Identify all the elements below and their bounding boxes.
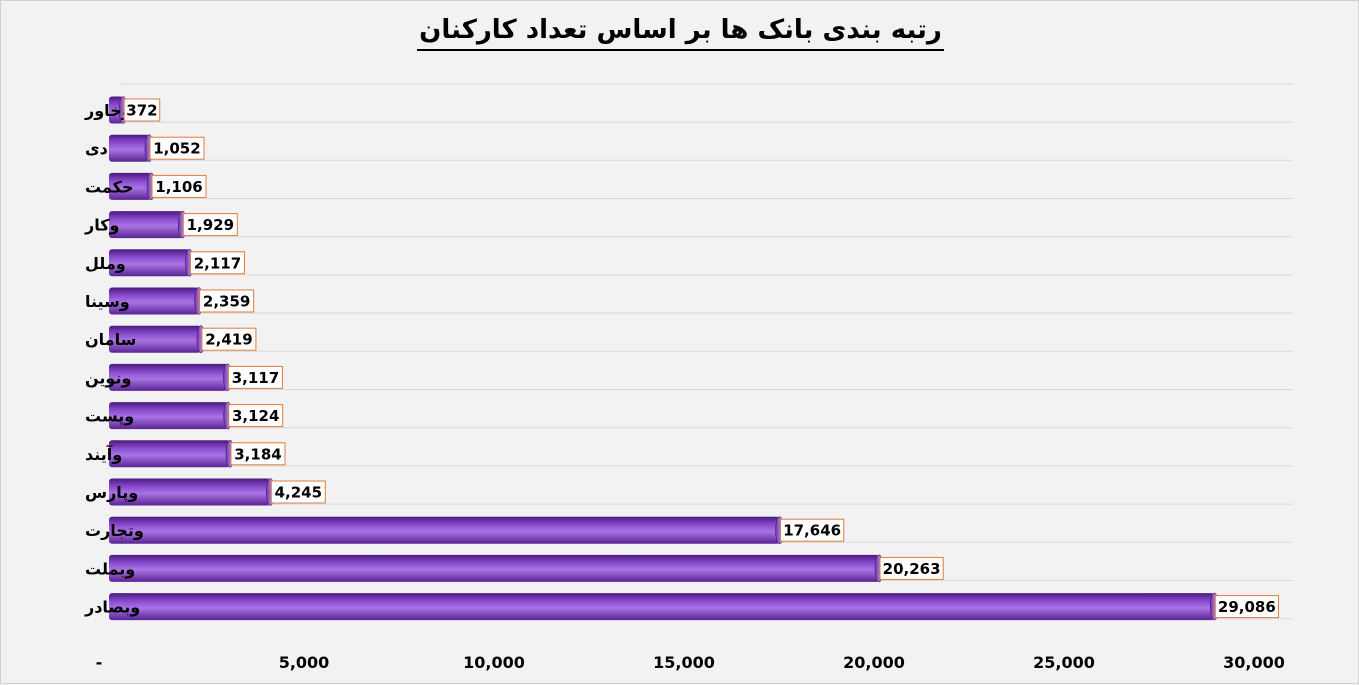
data-label: 3,117 — [232, 369, 279, 387]
x-tick-label: 30,000 — [1223, 653, 1285, 672]
category-label: وکار — [84, 216, 119, 235]
bar — [109, 593, 1215, 621]
data-label: 1,052 — [153, 140, 200, 158]
bar — [109, 249, 190, 277]
data-label-box — [123, 98, 161, 122]
data-label-box — [879, 556, 944, 580]
bar — [109, 516, 780, 544]
category-label: ونوین — [85, 368, 131, 387]
x-tick-label: 20,000 — [843, 653, 905, 672]
bar — [109, 402, 228, 430]
data-label: 372 — [126, 102, 157, 120]
category-label: وبصادر — [84, 598, 140, 617]
chart-title-text: رتبه بندی بانک ها بر اساس تعداد کارکنان — [417, 15, 944, 51]
data-label: 3,184 — [234, 445, 281, 463]
x-tick-label: 25,000 — [1033, 653, 1095, 672]
category-label: وپست — [85, 407, 134, 427]
category-label: دی — [85, 139, 108, 158]
x-tick-label: 15,000 — [653, 653, 715, 672]
bar — [109, 325, 201, 353]
x-tick-label: 5,000 — [279, 653, 330, 672]
data-label-box — [228, 404, 284, 428]
data-label: 4,245 — [275, 484, 322, 502]
category-label: وتجارت — [85, 521, 144, 540]
data-label-box — [149, 136, 205, 160]
data-label: 2,419 — [205, 331, 252, 349]
bar — [109, 172, 152, 200]
x-tick-label: - — [96, 653, 103, 672]
bar — [109, 554, 879, 582]
data-label: 1,106 — [155, 178, 202, 196]
bars — [109, 96, 1219, 621]
data-label-box — [189, 251, 245, 275]
data-label: 3,124 — [232, 407, 279, 425]
data-label-box — [199, 289, 255, 313]
data-label-box — [151, 174, 207, 198]
category-label: وملل — [85, 254, 126, 273]
chart-title: رتبه بندی بانک ها بر اساس تعداد کارکنان — [1, 15, 1359, 51]
data-label: 2,359 — [203, 293, 250, 311]
data-label-box — [270, 480, 326, 504]
data-label-box — [227, 365, 283, 389]
category-label: سامان — [85, 330, 136, 349]
data-label: 2,117 — [194, 254, 241, 272]
bar — [109, 440, 230, 468]
data-label: 1,929 — [187, 216, 234, 234]
bar — [109, 134, 149, 162]
category-label: وخاور — [84, 101, 132, 120]
bar — [109, 287, 199, 315]
x-tick-label: 10,000 — [463, 653, 525, 672]
bar — [109, 363, 228, 391]
bar — [109, 211, 183, 239]
category-label: وسینا — [85, 292, 130, 311]
category-label: وپارس — [85, 483, 138, 503]
data-label-box — [780, 518, 845, 542]
data-label-box — [230, 442, 286, 466]
category-label: وآیند — [85, 444, 122, 464]
data-label-box — [182, 213, 238, 237]
data-label: 17,646 — [783, 522, 841, 540]
data-label: 20,263 — [883, 560, 941, 578]
data-label-box — [201, 327, 257, 351]
axis-depth-line — [101, 84, 121, 630]
category-label: وبملت — [85, 559, 135, 578]
category-label: حکمت — [85, 177, 134, 196]
data-label-box — [1214, 595, 1279, 619]
data-label: 29,086 — [1218, 598, 1276, 616]
grid-lines — [101, 83, 1293, 630]
bar — [109, 478, 271, 506]
